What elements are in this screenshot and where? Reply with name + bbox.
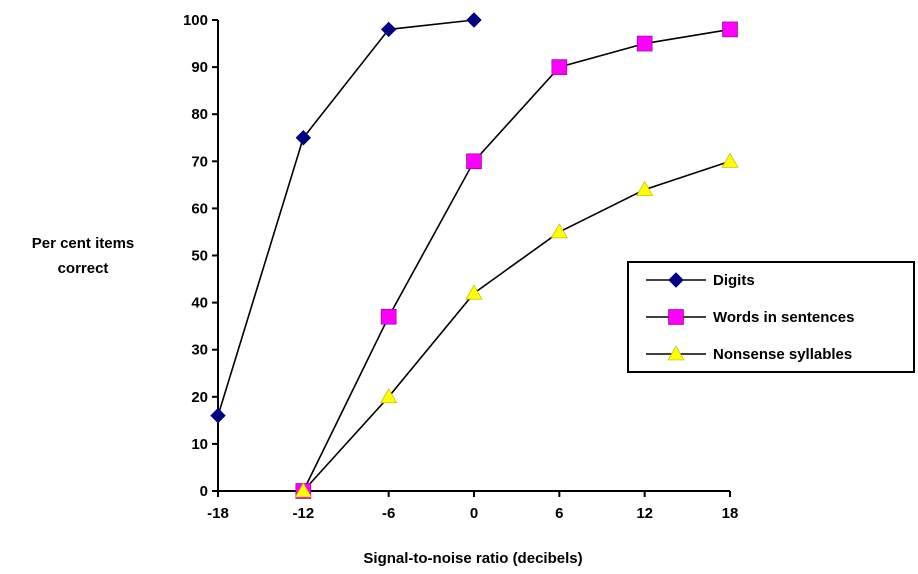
series-3-point	[636, 180, 654, 196]
y-tick-label: 60	[191, 200, 208, 217]
y-tick-label: 80	[191, 106, 208, 123]
series-line-3	[302, 160, 731, 492]
y-tick-label: 40	[191, 295, 208, 312]
y-tick-label: 0	[200, 483, 208, 500]
x-axis-title: Signal-to-noise ratio (decibels)	[363, 550, 582, 567]
series-line-2	[302, 28, 731, 492]
y-tick-label: 90	[191, 59, 208, 76]
x-tick-label: -12	[292, 505, 314, 522]
y-tick-label: 70	[191, 153, 208, 170]
y-tick-label: 10	[191, 436, 208, 453]
y-tick-label: 100	[183, 12, 208, 29]
series-1-point	[380, 21, 397, 38]
y-axis-title-line-1: Per cent items	[32, 235, 135, 252]
x-tick-label: 6	[555, 505, 563, 522]
series-3-point	[380, 388, 398, 404]
series-3-point	[721, 152, 739, 168]
axes	[217, 20, 730, 492]
series-2-point	[380, 308, 397, 325]
series-2-point	[722, 21, 738, 38]
series-markers	[210, 12, 739, 499]
y-tick-label: 20	[191, 389, 208, 406]
series-2-point	[466, 153, 482, 170]
series-line-1	[217, 19, 475, 416]
series-2-point	[636, 35, 653, 52]
legend-label: Words in sentences	[713, 309, 854, 326]
series-1-point	[466, 12, 482, 28]
series-lines	[217, 19, 731, 492]
series-3-point	[294, 482, 312, 498]
x-tick-label: -6	[382, 505, 395, 522]
legend-label: Nonsense syllables	[713, 346, 852, 363]
legend-marker	[668, 272, 684, 288]
x-tick-label: -18	[207, 505, 229, 522]
legend-label: Digits	[713, 272, 755, 289]
y-axis-title: Per cent items correct	[32, 235, 135, 277]
y-tick-label: 50	[191, 248, 208, 265]
legend-marker	[667, 345, 685, 361]
series-1-point	[295, 130, 312, 146]
series-3-point	[465, 284, 483, 300]
y-tick-label: 30	[191, 342, 208, 359]
ticks: 0 10 20 30 40 50 60 70 80 90 100 -18 -12 -6 0 6 12 18	[183, 12, 738, 522]
legend-items: Digits Words in sentences Nonsense syllabl…	[646, 272, 854, 363]
x-tick-label: 12	[636, 505, 653, 522]
x-tick-label: 0	[470, 505, 478, 522]
series-2-point	[551, 59, 568, 75]
series-3-point	[550, 223, 568, 239]
legend-marker	[668, 309, 684, 325]
legend: Digits Words in sentences Nonsense syllabl…	[627, 261, 915, 373]
series-1-point	[210, 407, 226, 424]
y-axis-title-line-2: correct	[58, 260, 109, 277]
x-tick-label: 18	[722, 505, 739, 522]
